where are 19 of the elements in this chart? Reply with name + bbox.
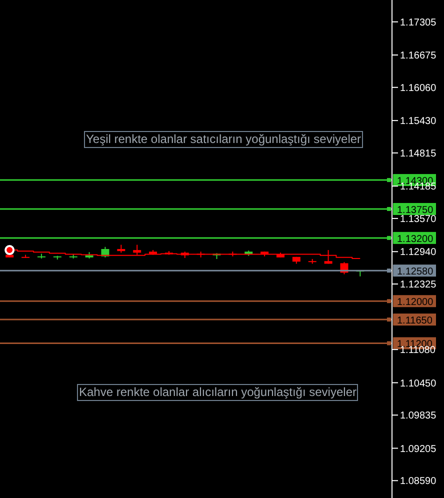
y-tick-label: 1.09835	[400, 410, 437, 422]
annotation: Kahve renkte olanlar alıcıların yoğunlaştığı seviyeler	[77, 384, 358, 401]
y-tick-label: 1.12940	[400, 247, 437, 258]
y-tick-label: 1.08590	[400, 476, 437, 488]
y-tick-label: 1.17305	[400, 17, 437, 28]
y-tick-label: 1.16675	[400, 50, 437, 62]
ref-line-label: 1.13750	[397, 204, 434, 216]
y-tick-label: 1.10450	[400, 378, 437, 390]
ref-line-label: 1.12000	[397, 297, 434, 308]
ref-line-label: 1.12580	[397, 266, 434, 278]
y-tick-label: 1.16060	[400, 82, 437, 94]
y-tick-label: 1.12325	[400, 280, 437, 291]
ref-line-label: 1.11650	[397, 316, 433, 327]
y-tick-label: 1.09205	[400, 444, 437, 455]
annotation: Yeşil renkte olanlar satıcıların yoğunlaştığı seviyeler	[84, 131, 364, 148]
y-tick-label: 1.13570	[400, 214, 437, 226]
y-tick-label: 1.14815	[400, 148, 437, 160]
y-tick-label: 1.15430	[400, 116, 437, 128]
ref-line-label: 1.13200	[397, 234, 434, 245]
